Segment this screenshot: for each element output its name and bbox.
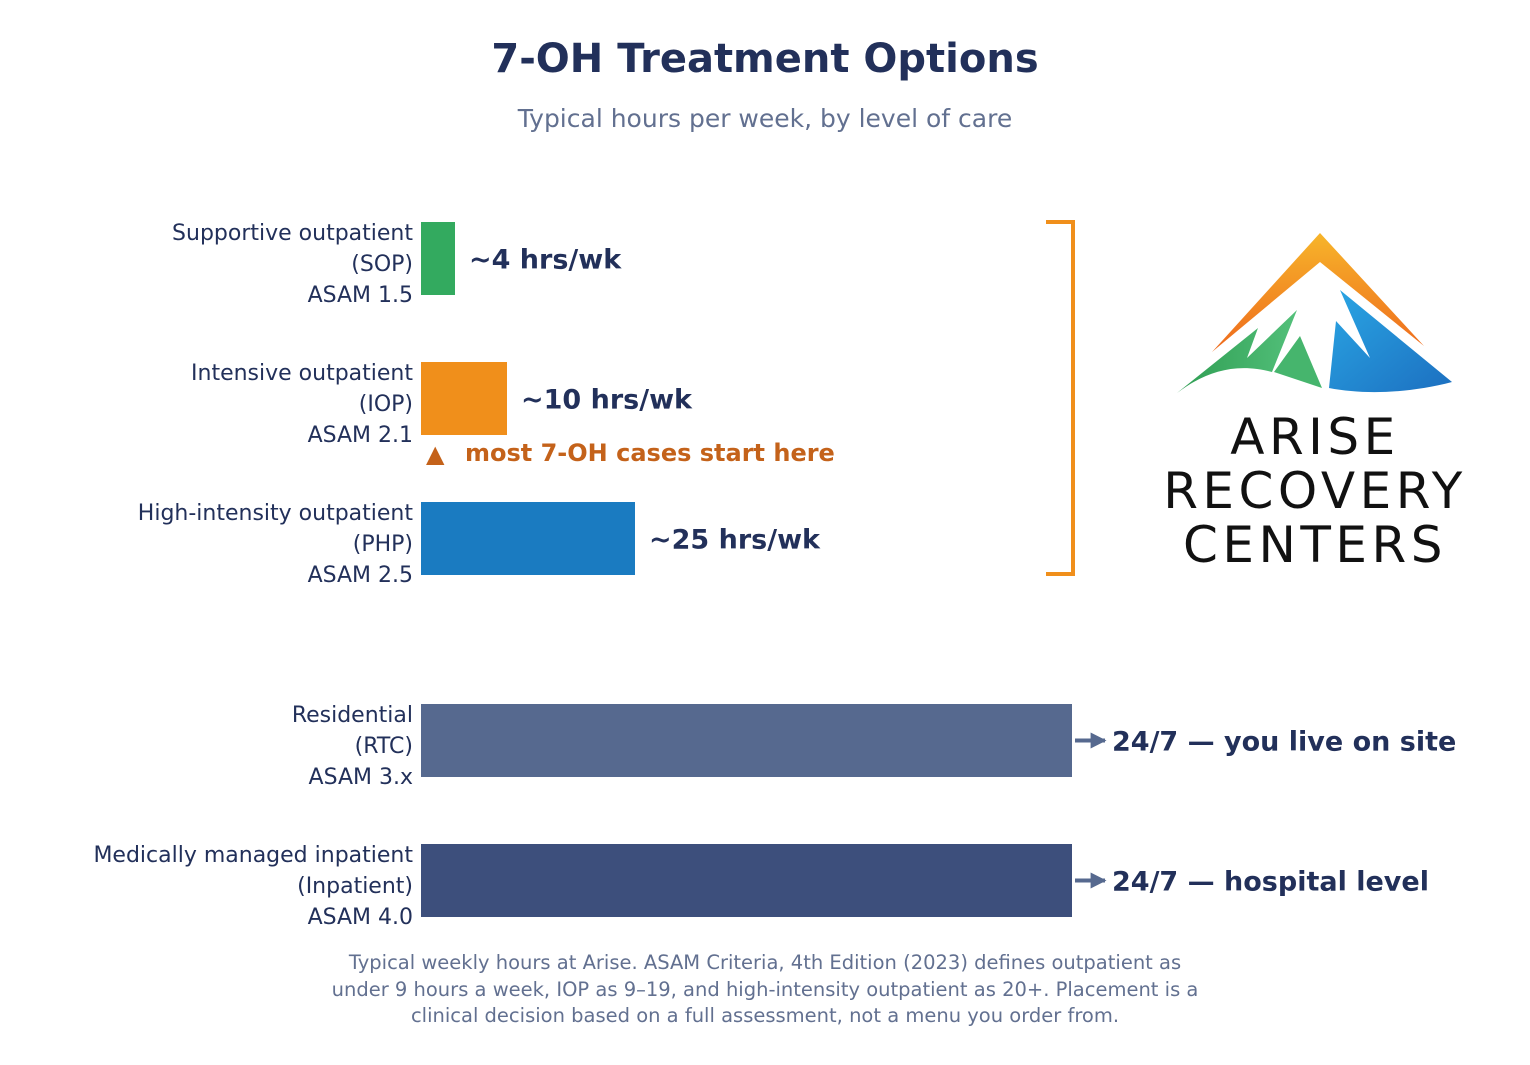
value-label: ~25 hrs/wk <box>649 525 821 556</box>
category-label: (PHP) <box>353 532 413 557</box>
bar <box>421 502 635 575</box>
logo-wordmark-line3: CENTERS <box>1182 516 1448 574</box>
category-label: (IOP) <box>359 392 413 417</box>
category-label: Residential <box>292 703 413 728</box>
logo-wordmark-line1: ARISE <box>1230 408 1400 466</box>
category-label: ASAM 3.x <box>309 765 413 790</box>
annotation-text: most 7-OH cases start here <box>465 439 835 467</box>
category-label: High-intensity outpatient <box>138 501 414 526</box>
category-label: Medically managed inpatient <box>93 843 413 868</box>
category-label: (Inpatient) <box>297 874 413 899</box>
category-label: (RTC) <box>355 734 413 759</box>
category-label: ASAM 2.5 <box>308 563 413 588</box>
footnote-line: clinical decision based on a full assess… <box>410 1004 1120 1027</box>
category-label: ASAM 4.0 <box>308 905 413 930</box>
category-label: ASAM 2.1 <box>308 423 413 448</box>
triangle-up-icon: ▲ <box>426 440 445 468</box>
bar <box>421 844 1072 917</box>
bar <box>421 222 455 295</box>
value-label: ~10 hrs/wk <box>521 385 693 416</box>
category-label: ASAM 1.5 <box>308 283 413 308</box>
value-label: ~4 hrs/wk <box>469 245 622 276</box>
category-label: (SOP) <box>351 252 413 277</box>
category-label: Intensive outpatient <box>191 361 413 386</box>
footnote-line: Typical weekly hours at Arise. ASAM Crit… <box>348 951 1182 974</box>
footnote-line: under 9 hours a week, IOP as 9–19, and h… <box>331 977 1199 1001</box>
chart-title: 7-OH Treatment Options <box>491 36 1039 82</box>
logo-wordmark-line2: RECOVERY <box>1163 462 1467 520</box>
outpatient-bracket <box>1046 220 1075 576</box>
footnote: Typical weekly hours at Arise. ASAM Crit… <box>265 950 1265 1030</box>
bar <box>421 704 1072 777</box>
bar <box>421 362 507 435</box>
value-label: 24/7 — hospital level <box>1112 867 1429 898</box>
value-label: 24/7 — you live on site <box>1112 727 1456 758</box>
chart-subtitle: Typical hours per week, by level of care <box>517 104 1013 133</box>
category-label: Supportive outpatient <box>172 221 413 246</box>
arise-mountain-logo <box>1177 233 1452 393</box>
